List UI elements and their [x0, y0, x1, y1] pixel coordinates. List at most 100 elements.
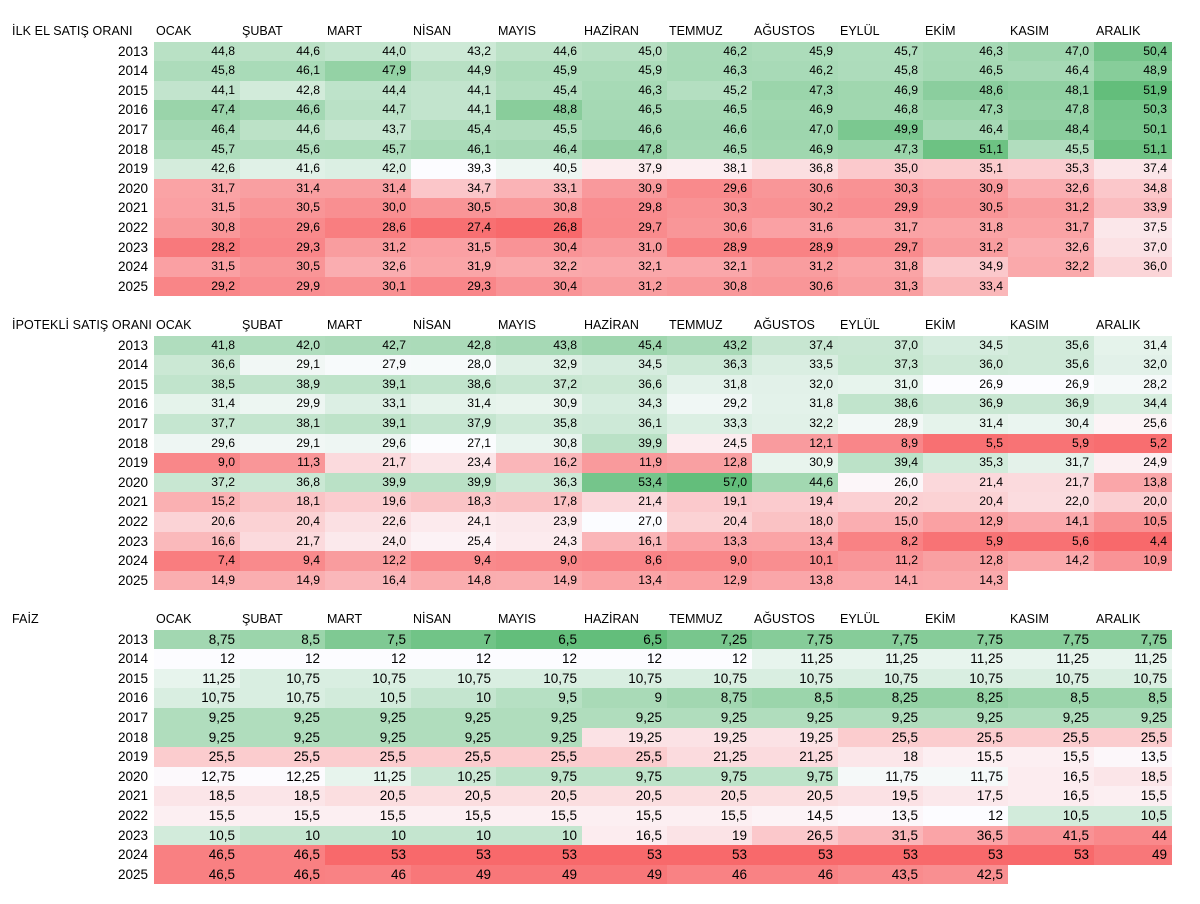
data-cell: 10,5	[325, 688, 411, 708]
data-cell: 31,2	[325, 237, 411, 258]
data-cell: 9,0	[154, 453, 240, 473]
data-cell: 8,5	[240, 629, 325, 650]
data-cell: 9,25	[325, 727, 411, 748]
data-cell: 8,5	[1094, 688, 1172, 708]
data-cell: 8,25	[838, 688, 923, 708]
data-cell: 44	[1094, 825, 1172, 846]
data-cell: 34,8	[1094, 178, 1172, 199]
data-cell: 46,5	[154, 864, 240, 885]
data-cell: 10,1	[752, 551, 838, 571]
data-cell: 46,5	[582, 100, 667, 120]
data-cell: 46,4	[1008, 61, 1094, 81]
data-cell: 9,4	[240, 551, 325, 571]
data-cell: 45,9	[582, 61, 667, 81]
data-cell: 24,3	[496, 531, 582, 552]
data-cell: 19,6	[325, 492, 411, 512]
data-cell: 38,1	[240, 414, 325, 434]
data-cell: 11,75	[838, 766, 923, 787]
column-header: OCAK	[156, 318, 192, 332]
data-cell: 33,4	[923, 276, 1008, 297]
data-cell: 46,9	[752, 139, 838, 160]
data-cell: 25,5	[154, 747, 240, 767]
data-cell: 31,3	[838, 276, 923, 297]
row-year: 2013	[117, 631, 148, 647]
data-cell: 37,4	[752, 335, 838, 356]
table-row: 2017 37,7 38,1 39,1 37,9 35,8 36,1 33,3 32,2 28,9…	[0, 414, 1200, 434]
data-cell: 35,3	[1008, 159, 1094, 179]
data-cell: 12	[411, 649, 496, 669]
data-cell: 15,5	[154, 806, 240, 826]
data-cell: 11,2	[838, 551, 923, 571]
data-cell: 25,5	[325, 747, 411, 767]
column-header: MAYIS	[498, 612, 536, 626]
data-cell: 36,8	[240, 472, 325, 493]
data-cell: 46,2	[667, 41, 752, 62]
data-cell: 46,5	[923, 61, 1008, 81]
data-cell: 14,5	[752, 806, 838, 826]
data-cell: 10	[240, 825, 325, 846]
data-cell: 9,25	[496, 727, 582, 748]
data-cell: 30,8	[496, 198, 582, 218]
data-cell: 26,5	[752, 825, 838, 846]
data-cell: 17,5	[923, 786, 1008, 806]
data-cell: 30,6	[752, 276, 838, 297]
data-cell: 31,7	[838, 218, 923, 238]
data-cell: 9,0	[667, 551, 752, 571]
data-cell: 35,6	[1008, 335, 1094, 356]
data-cell: 14,1	[1008, 512, 1094, 532]
data-cell: 18,5	[240, 786, 325, 806]
data-cell: 24,5	[667, 433, 752, 454]
data-cell: 8,5	[752, 688, 838, 708]
data-cell: 53	[496, 845, 582, 865]
data-cell: 16,4	[325, 570, 411, 591]
data-cell: 14,2	[1008, 551, 1094, 571]
data-cell: 23,4	[411, 453, 496, 473]
data-cell: 16,5	[582, 825, 667, 846]
data-cell: 9,4	[411, 551, 496, 571]
data-cell: 11,25	[838, 649, 923, 669]
data-cell: 10,5	[1008, 806, 1094, 826]
row-year: 2020	[117, 768, 148, 784]
data-cell: 45,4	[582, 335, 667, 356]
data-cell: 7,75	[1008, 629, 1094, 650]
data-cell: 45,7	[838, 41, 923, 62]
data-cell: 16,6	[154, 531, 240, 552]
data-cell: 37,9	[411, 414, 496, 434]
row-year: 2020	[117, 180, 148, 196]
table-row: 2018 9,25 9,25 9,25 9,25 9,25 19,25 19,25 19,25 2…	[0, 727, 1200, 748]
data-cell: 7,25	[667, 629, 752, 650]
data-cell: 29,1	[240, 433, 325, 454]
column-header: MART	[327, 24, 363, 38]
row-year: 2013	[117, 337, 148, 353]
data-cell: 30,1	[325, 276, 411, 297]
table-row: 2013 8,75 8,5 7,5 7 6,5 6,5 7,25 7,75 7,75 7,75 7,7…	[0, 629, 1200, 650]
data-cell: 18,5	[1094, 766, 1172, 787]
data-cell: 29,9	[240, 394, 325, 414]
data-cell: 15,2	[154, 492, 240, 512]
data-cell: 12	[582, 649, 667, 669]
data-cell: 7,5	[325, 629, 411, 650]
data-cell: 40,5	[496, 159, 582, 179]
data-cell: 12	[240, 649, 325, 669]
table-row: 2024 46,5 46,5 53 53 53 53 53 53 53 53 53 49	[0, 845, 1200, 865]
data-cell: 45,4	[496, 80, 582, 101]
data-cell: 46,5	[154, 845, 240, 865]
row-year: 2024	[117, 553, 148, 569]
data-cell: 4,4	[1094, 531, 1172, 552]
data-cell: 10,75	[1094, 668, 1172, 689]
table-row: 2020 12,75 12,25 11,25 10,25 9,75 9,75 9,75 9,75…	[0, 766, 1200, 787]
column-header: ARALIK	[1096, 318, 1141, 332]
data-cell: 8,75	[667, 688, 752, 708]
data-cell: 21,25	[752, 747, 838, 767]
data-cell: 17,8	[496, 492, 582, 512]
column-header: MAYIS	[498, 318, 536, 332]
row-year: 2018	[117, 729, 148, 745]
data-cell: 11,25	[154, 668, 240, 689]
data-cell: 14,9	[496, 570, 582, 591]
table-row: 2018 29,6 29,1 29,6 27,1 30,8 39,9 24,5 12,1 8,9 5…	[0, 433, 1200, 454]
data-cell: 25,5	[838, 727, 923, 748]
data-cell: 46	[667, 864, 752, 885]
data-cell: 42,8	[240, 80, 325, 101]
row-year: 2014	[117, 63, 148, 79]
